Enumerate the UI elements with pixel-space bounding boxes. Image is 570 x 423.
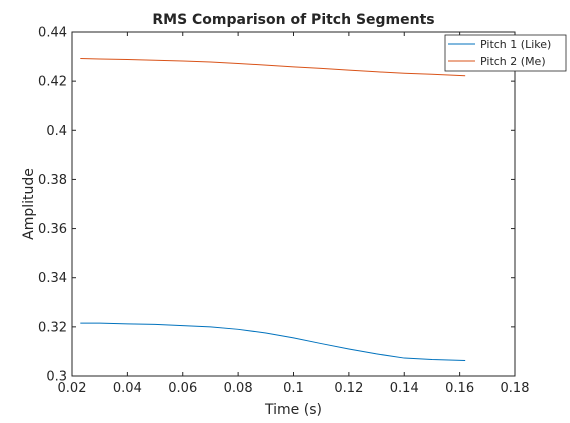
legend-label: Pitch 1 (Like) <box>480 38 551 51</box>
y-tick-label: 0.32 <box>38 320 67 335</box>
ticks-layer: 0.02 0.04 0.06 0.08 0.1 0.12 0.14 0.16 0.18 0.3 0.… <box>38 26 529 397</box>
x-tick-label: 0.02 <box>58 381 87 396</box>
y-tick-label: 0.42 <box>38 75 67 90</box>
y-tick-label: 0.44 <box>38 26 67 41</box>
x-tick-label: 0.14 <box>390 381 419 396</box>
series-line-1 <box>80 322 466 362</box>
y-tick-label: 0.38 <box>38 173 67 188</box>
x-tick-label: 0.12 <box>334 381 363 396</box>
x-tick-label: 0.1 <box>283 381 304 396</box>
y-tick-label: 0.4 <box>46 124 67 139</box>
x-axis-label: Time (s) <box>264 402 322 418</box>
series-line-2 <box>80 58 466 77</box>
chart-title: RMS Comparison of Pitch Segments <box>152 12 434 28</box>
legend-box <box>444 34 567 72</box>
y-tick-label: 0.34 <box>38 271 67 286</box>
x-tick-label: 0.08 <box>224 381 253 396</box>
x-tick-label: 0.18 <box>501 381 530 396</box>
legend: Pitch 1 (Like) Pitch 2 (Me) <box>444 34 567 72</box>
series-layer <box>80 58 466 362</box>
legend-label: Pitch 2 (Me) <box>480 55 546 68</box>
y-axis-label: Amplitude <box>21 168 37 240</box>
y-tick-label: 0.3 <box>46 370 67 385</box>
y-tick-label: 0.36 <box>38 222 67 237</box>
plot-area <box>72 32 515 376</box>
x-tick-label: 0.16 <box>445 381 474 396</box>
x-tick-label: 0.04 <box>113 381 142 396</box>
x-tick-label: 0.06 <box>168 381 197 396</box>
